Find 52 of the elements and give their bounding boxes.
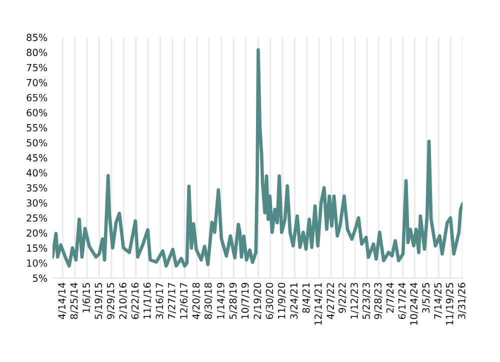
x-tick-label: 5/23/23: [362, 282, 371, 319]
x-tick-label: 6/22/16: [131, 282, 140, 319]
x-tick-label: 4/20/18: [192, 282, 200, 320]
y-tick-label: 45%: [26, 154, 48, 162]
y-tick-label: 65%: [26, 94, 48, 102]
x-tick-label: 10/7/19: [241, 282, 250, 319]
line-series: [52, 48, 462, 268]
y-tick-label: 5%: [32, 274, 48, 282]
x-tick-label: 11/19/25: [446, 283, 454, 325]
y-tick-label: 35%: [26, 184, 48, 192]
x-tick-label: 3/5/25: [422, 283, 430, 313]
x-tick-label: 1/12/23: [350, 282, 359, 319]
y-tick-label: 30%: [26, 199, 48, 207]
x-tick-label: 1/6/15: [82, 283, 91, 312]
x-tick-label: 9/29/15: [106, 283, 116, 320]
y-tick-label: 25%: [26, 214, 48, 222]
x-tick-label: 8/30/18: [204, 282, 213, 320]
x-tick-label: 10/24/24: [410, 282, 418, 325]
x-tick-label: 5/19/15: [94, 283, 103, 319]
x-tick-label: 11/1/16: [143, 282, 152, 319]
y-tick-label: 85%: [26, 34, 48, 42]
x-tick-label: 7/27/17: [168, 283, 176, 319]
x-tick-label: 5/28/19: [229, 282, 238, 319]
x-tick-label: 3/24/21: [290, 283, 298, 319]
y-tick-label: 15%: [27, 244, 48, 252]
x-tick-label: 3/31/26: [458, 282, 466, 319]
x-tick-label: 9/28/23: [374, 282, 382, 320]
x-tick-label: 12/6/17: [180, 283, 188, 319]
y-tick-label: 70%: [26, 78, 48, 86]
y-tick-label: 10%: [27, 259, 48, 267]
y-tick-label: 40%: [26, 169, 48, 177]
y-tick-label: 55%: [26, 124, 48, 132]
x-tick-label: 7/14/25: [434, 283, 442, 319]
x-tick-label: 6/17/24: [398, 282, 406, 319]
y-tick-label: 20%: [26, 229, 48, 237]
y-tick-label: 60%: [26, 108, 48, 116]
x-tick-label: 11/9/20: [278, 282, 286, 319]
y-tick-label: 50%: [26, 139, 48, 146]
x-tick-label: 1/14/19: [217, 282, 226, 319]
x-tick-label: 4/27/22: [326, 283, 335, 320]
x-tick-label: 2/7/24: [386, 282, 394, 313]
x-tick-label: 12/14/21: [314, 283, 323, 325]
x-tick-label: 2/10/16: [119, 282, 128, 319]
x-tick-label: 6/30/20: [266, 282, 274, 319]
x-tick-label: 3/16/17: [156, 283, 164, 319]
y-tick-label: 75%: [26, 64, 48, 72]
x-tick-label: 4/14/14: [58, 282, 66, 320]
x-tick-label: 2/19/20: [254, 282, 262, 319]
y-tick-label: 80%: [26, 48, 48, 56]
x-tick-label: 8/4/21: [302, 283, 311, 313]
x-tick-label: 8/25/14: [70, 282, 78, 320]
x-tick-label: 9/2/22: [338, 283, 347, 313]
